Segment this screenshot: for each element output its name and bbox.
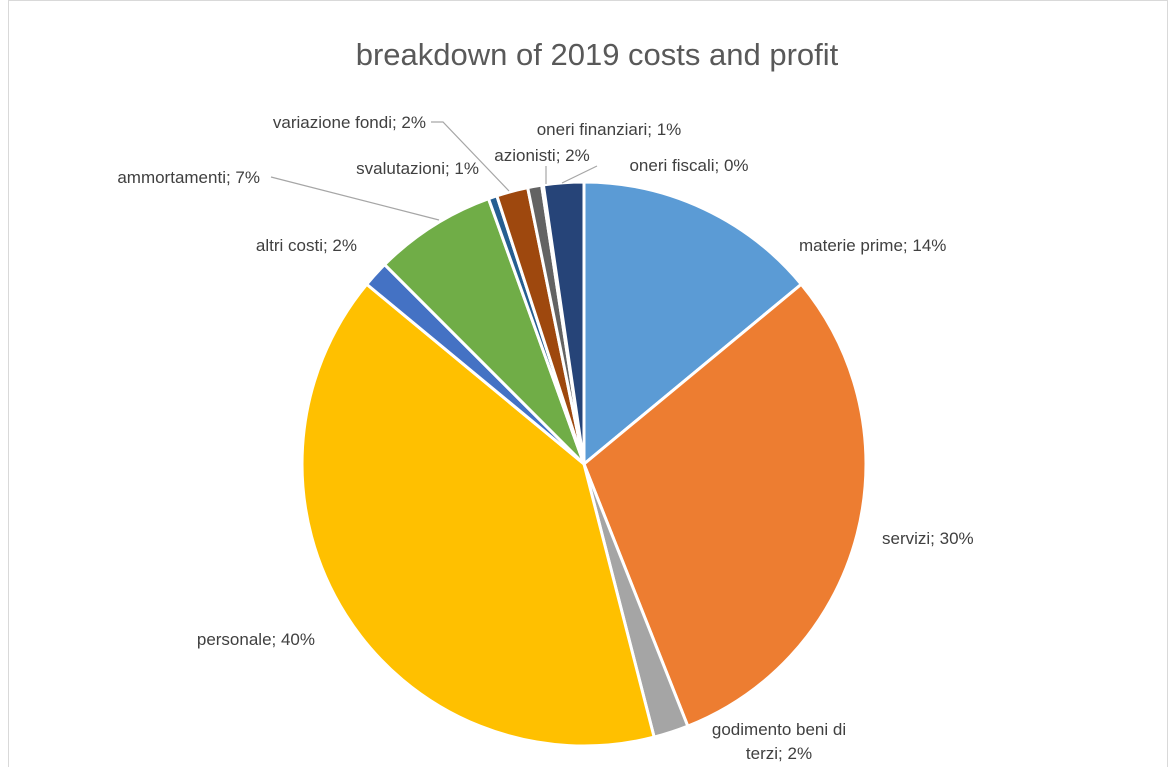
- data-label-materie-prime: materie prime; 14%: [799, 236, 946, 255]
- chart-frame: breakdown of 2019 costs and profit mater…: [8, 0, 1168, 767]
- data-label-godimento-beni-di-terzi: godimento beni di terzi; 2%: [712, 720, 846, 763]
- leader-lines: [270, 121, 598, 221]
- data-label-servizi: servizi; 30%: [882, 529, 974, 548]
- data-label-ammortamenti: ammortamenti; 7%: [117, 168, 260, 187]
- data-label-personale: personale; 40%: [197, 630, 315, 649]
- pie-chart: breakdown of 2019 costs and profit mater…: [117, 37, 973, 763]
- data-label-azionisti: azionisti; 2%: [494, 146, 589, 165]
- pie-slice-ammortamenti: [383, 197, 586, 466]
- chart-title: breakdown of 2019 costs and profit: [356, 37, 839, 72]
- pie-slice-servizi: [582, 282, 868, 728]
- data-label-svalutazioni: svalutazioni; 1%: [356, 159, 479, 178]
- pie-slice-personale: [300, 282, 656, 748]
- data-label-variazione-fondi: variazione fondi; 2%: [273, 113, 426, 132]
- leader-line-ammortamenti: [270, 176, 440, 221]
- data-label-oneri-finanziari: oneri finanziari; 1%: [537, 120, 682, 139]
- leader-line-variazione-fondi: [431, 121, 510, 192]
- pie-slice-materie-prime: [582, 180, 803, 466]
- leader-line-oneri-fiscali: [561, 165, 598, 184]
- data-label-oneri-fiscali: oneri fiscali; 0%: [629, 156, 748, 175]
- data-labels: materie prime; 14% servizi; 30% godimento …: [117, 113, 973, 763]
- data-label-altri-costi: altri costi; 2%: [256, 236, 357, 255]
- pie-slices: [300, 180, 868, 748]
